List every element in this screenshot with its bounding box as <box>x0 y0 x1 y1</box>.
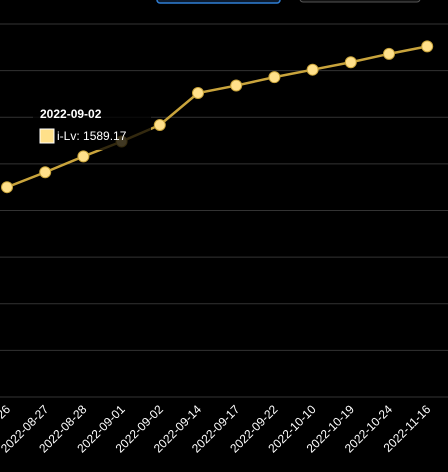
top-button[interactable] <box>299 0 421 3</box>
grid <box>0 23 448 398</box>
plot <box>1 40 434 194</box>
tooltip-value: 1589.17 <box>83 129 127 143</box>
tooltip-title: 2022-09-02 <box>40 107 102 121</box>
data-point <box>39 166 52 179</box>
data-point <box>306 63 319 76</box>
tooltip-label: i-Lv: 1589.17 <box>57 129 127 143</box>
data-point <box>383 47 395 60</box>
data-point <box>153 118 166 131</box>
top-button[interactable] <box>156 0 281 4</box>
tooltip-box <box>33 100 151 150</box>
data-point <box>230 79 243 92</box>
data-point <box>1 181 13 194</box>
tooltip: 2022-09-02 i-Lv: 1589.17 <box>33 100 151 150</box>
data-point <box>268 71 281 84</box>
tooltip-swatch <box>39 128 55 144</box>
separator: : <box>76 129 83 143</box>
data-point <box>192 87 204 100</box>
data-point <box>77 150 90 163</box>
series-line <box>6 45 428 189</box>
data-point <box>344 56 357 69</box>
x-axis: 2022-08-262022-08-272022-08-282022-09-01… <box>0 402 434 456</box>
data-point <box>421 40 434 53</box>
series-name: i-Lv <box>57 129 76 143</box>
